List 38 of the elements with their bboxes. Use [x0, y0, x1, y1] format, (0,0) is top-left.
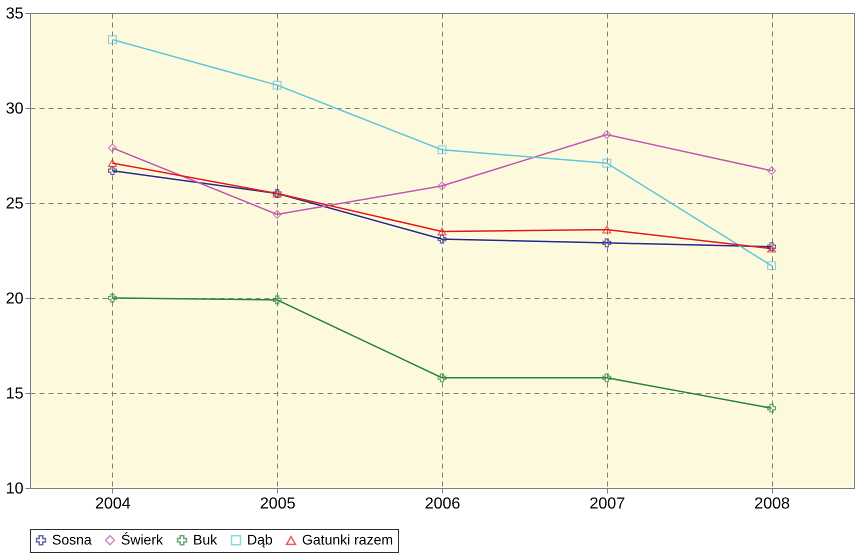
legend-label: Sosna — [52, 531, 92, 548]
legend-label: Gatunki razem — [302, 532, 394, 548]
point — [767, 166, 776, 176]
y-tick-label: 30 — [6, 100, 24, 118]
point — [767, 261, 776, 270]
x-tick-label: 2007 — [590, 496, 626, 512]
point — [602, 226, 612, 234]
y-tick-label: 20 — [6, 290, 24, 308]
point — [438, 228, 446, 236]
point — [602, 238, 612, 248]
legend-label: Dąb — [247, 531, 273, 548]
point — [272, 210, 282, 219]
legend-label: Buk — [193, 531, 218, 548]
legend-label: Świerk — [121, 531, 164, 548]
point — [438, 234, 446, 244]
point — [602, 373, 612, 382]
point — [108, 166, 117, 176]
point — [602, 130, 612, 140]
point — [108, 294, 117, 302]
y-tick-label: 10 — [6, 480, 24, 498]
y-tick-label: 35 — [6, 6, 24, 22]
x-tick-label: 2004 — [95, 496, 131, 512]
point — [108, 35, 117, 44]
y-tick-label: 15 — [6, 386, 24, 402]
point — [438, 373, 446, 382]
point — [602, 158, 612, 168]
point — [272, 80, 282, 90]
point — [272, 295, 282, 304]
point — [767, 244, 776, 253]
point — [108, 143, 117, 152]
point — [767, 404, 776, 413]
x-tick-label: 2008 — [754, 496, 790, 512]
point — [438, 181, 446, 190]
x-tick-label: 2005 — [260, 496, 296, 512]
x-tick-label: 2006 — [424, 496, 460, 512]
point — [438, 145, 446, 154]
point — [108, 159, 117, 168]
y-tick-label: 25 — [6, 196, 24, 212]
